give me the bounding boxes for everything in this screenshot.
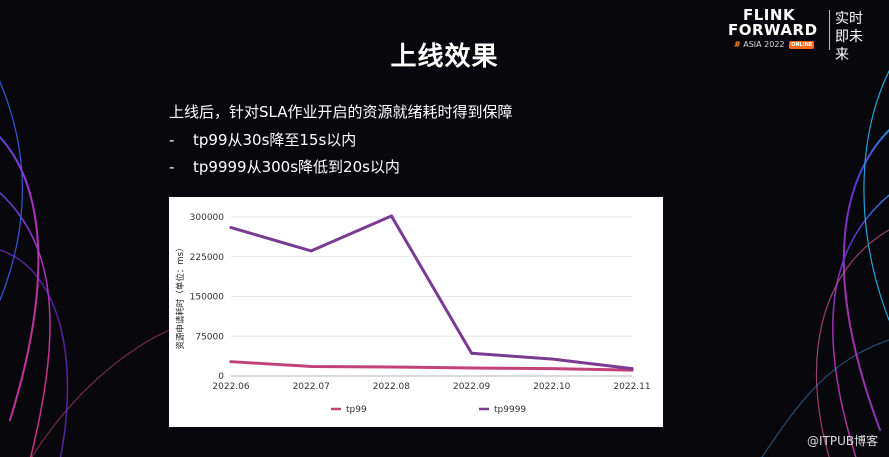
line-chart: 0 75000 150000 225000 300000 2022.06 2022.07 20…: [175, 213, 651, 415]
brand-divider: [829, 10, 830, 50]
data-point-tp99: [229, 360, 233, 364]
bullet-dash: -: [169, 131, 175, 149]
bullet-item-2: - tp9999从300s降低到20s以内: [169, 156, 400, 177]
data-point-tp99: [389, 365, 393, 369]
y-tick-label: 150000: [190, 293, 225, 303]
x-tick-label: 2022.07: [293, 382, 330, 392]
x-tick-label: 2022.11: [613, 382, 650, 392]
legend-label-tp99: tp99: [346, 405, 367, 415]
intro-text: 上线后，针对SLA作业开启的资源就绪耗时得到保障: [169, 103, 513, 121]
x-tick-label: 2022.10: [533, 382, 570, 392]
y-tick-label: 225000: [190, 253, 225, 263]
series-line-tp9999: [229, 214, 634, 371]
y-tick-label: 300000: [190, 213, 225, 223]
x-tick-label: 2022.06: [212, 382, 249, 392]
bullet-text: tp9999从300s降低到20s以内: [193, 158, 400, 176]
series-line-tp99: [229, 360, 634, 372]
data-point-tp99: [470, 366, 474, 370]
x-tick-label: 2022.09: [453, 382, 490, 392]
x-tick-label: 2022.08: [373, 382, 410, 392]
legend-label-tp9999: tp9999: [494, 405, 526, 415]
brand-event: ASIA 2022: [743, 40, 785, 49]
online-badge: ONLINE: [789, 40, 815, 49]
bullet-text: tp99从30s降至15s以内: [193, 131, 357, 149]
brand-slogan: 实时即未来: [835, 11, 863, 63]
brand-subtitle: # ASIA 2022 ONLINE: [734, 40, 815, 49]
data-point-tp99: [309, 364, 313, 368]
chart-panel: 0 75000 150000 225000 300000 2022.06 2022.07 20…: [169, 197, 663, 427]
y-tick-label: 75000: [195, 332, 224, 342]
brand-line-2: FORWARD: [728, 21, 818, 39]
data-point-tp9999: [229, 226, 233, 230]
flink-forward-logo: FLINK FORWARD # ASIA 2022 ONLINE 实时即未来: [728, 6, 878, 64]
y-axis-label: 资源申请耗时（单位：ms）: [175, 243, 186, 349]
data-point-tp99: [550, 367, 554, 371]
slide-title: 上线效果: [390, 42, 499, 72]
data-point-tp9999: [389, 214, 393, 218]
watermark: @ITPUB博客: [807, 434, 879, 448]
brand-hash: #: [734, 40, 741, 49]
data-point-tp9999: [550, 357, 554, 361]
data-point-tp9999: [309, 249, 313, 253]
bullet-item-1: - tp99从30s降至15s以内: [169, 129, 356, 150]
data-point-tp9999: [470, 351, 474, 355]
brand-line-1: FLINK: [743, 6, 796, 24]
data-point-tp9999: [630, 367, 634, 371]
y-tick-label: 0: [218, 372, 224, 382]
bullet-dash: -: [169, 158, 175, 176]
